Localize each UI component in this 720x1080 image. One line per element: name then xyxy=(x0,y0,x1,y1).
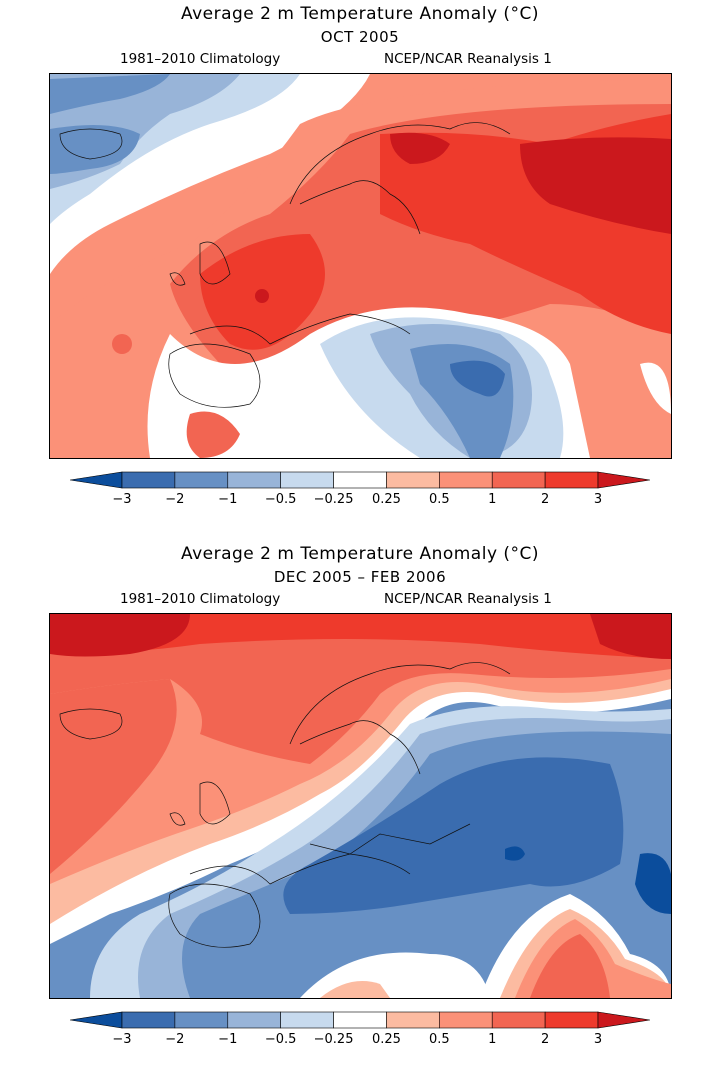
colorbar-box xyxy=(386,471,440,489)
panel-title: Average 2 m Temperature Anomaly (°C) xyxy=(180,544,540,564)
contour-warm-3 xyxy=(50,614,671,764)
panel-title: Average 2 m Temperature Anomaly (°C) xyxy=(180,4,540,24)
contour-south-cold-4 xyxy=(450,360,505,397)
dataset-note: NCEP/NCAR Reanalysis 1 xyxy=(384,51,552,67)
colorbar-box xyxy=(121,1011,176,1029)
contour-cold-4 xyxy=(283,757,624,914)
colorbar-tick-label: −2 xyxy=(165,492,185,507)
colorbar-tick-label: 0.5 xyxy=(428,1032,450,1047)
contour-warm-4 xyxy=(390,132,450,164)
anomaly-map xyxy=(49,613,672,999)
colorbar-box xyxy=(333,1011,387,1029)
colorbar-tick-label: −1 xyxy=(218,492,238,507)
map-canvas xyxy=(50,614,671,998)
colorbar-tick-label: 2 xyxy=(540,1032,550,1047)
contour-iberia-white xyxy=(180,364,250,399)
dataset-note: NCEP/NCAR Reanalysis 1 xyxy=(384,591,552,607)
contour-warm-4b xyxy=(520,137,671,234)
colorbar-tick-label: 0.25 xyxy=(371,1032,401,1047)
climatology-note: 1981–2010 Climatology xyxy=(120,51,281,67)
colorbar-svg xyxy=(69,1011,651,1029)
panel-oct-2005: Average 2 m Temperature Anomaly (°C) OCT… xyxy=(0,0,720,520)
colorbar-box xyxy=(491,1011,546,1029)
contour-warm-3b xyxy=(50,679,177,874)
contour-warm-5 xyxy=(50,614,190,657)
colorbar-tick-label: 3 xyxy=(593,1032,603,1047)
contour-cold-5b xyxy=(635,853,671,914)
coastlines xyxy=(59,662,511,948)
contour-south-warm xyxy=(320,981,390,998)
contour-east-white xyxy=(640,362,671,414)
colorbar-max-arrow xyxy=(597,1011,651,1029)
colorbar: −3 −2 −1 −0.5 −0.25 0.25 0.5 1 2 3 xyxy=(69,1010,651,1050)
colorbar-tick-label: 0.5 xyxy=(428,492,450,507)
colorbar-box xyxy=(174,471,229,489)
contour-iberia-warm xyxy=(186,411,240,458)
contour-cold-3 xyxy=(50,74,170,114)
colorbar: −3 −2 −1 −0.5 −0.25 0.25 0.5 1 2 3 xyxy=(69,470,651,510)
contour-cold-3b xyxy=(50,125,140,174)
contour-cold-5 xyxy=(505,846,525,861)
contour-warm-4c xyxy=(255,289,269,303)
colorbar-box xyxy=(333,471,387,489)
colorbar-tick-label: −0.5 xyxy=(264,1032,297,1047)
colorbar-min-arrow xyxy=(69,471,123,489)
contour-se-warm-3 xyxy=(530,934,610,998)
colorbar-box xyxy=(121,471,176,489)
coastlines xyxy=(59,122,511,408)
colorbar-max-arrow xyxy=(597,471,651,489)
panel-period: OCT 2005 xyxy=(320,28,400,46)
colorbar-tick-label: 0.25 xyxy=(371,492,401,507)
colorbar-svg xyxy=(69,471,651,489)
colorbar-box xyxy=(544,1011,599,1029)
colorbar-box xyxy=(439,471,493,489)
colorbar-tick-label: 1 xyxy=(488,1032,497,1047)
colorbar-tick-label: −1 xyxy=(218,1032,238,1047)
colorbar-tick-label: −0.25 xyxy=(313,492,354,507)
colorbar-tick-label: 2 xyxy=(540,492,550,507)
colorbar-tick-label: −3 xyxy=(112,1032,132,1047)
colorbar-tick-label: 1 xyxy=(488,492,497,507)
colorbar-box xyxy=(227,471,281,489)
colorbar-box xyxy=(174,1011,229,1029)
map-canvas xyxy=(50,74,671,458)
panel-djf-2005-2006: Average 2 m Temperature Anomaly (°C) DEC… xyxy=(0,540,720,1080)
colorbar-tick-label: −0.5 xyxy=(264,492,297,507)
panel-period: DEC 2005 – FEB 2006 xyxy=(273,568,447,586)
contour-warm-4 xyxy=(50,614,671,659)
contour-warm-5b xyxy=(590,614,671,659)
colorbar-tick-label: 3 xyxy=(593,492,603,507)
colorbar-box xyxy=(544,471,599,489)
colorbar-box xyxy=(491,471,546,489)
colorbar-tick-label: −2 xyxy=(165,1032,185,1047)
colorbar-box xyxy=(280,471,334,489)
climatology-note: 1981–2010 Climatology xyxy=(120,591,281,607)
contour-atlantic-warm xyxy=(112,334,132,354)
anomaly-map xyxy=(49,73,672,459)
colorbar-box xyxy=(439,1011,493,1029)
colorbar-min-arrow xyxy=(69,1011,123,1029)
colorbar-box xyxy=(386,1011,440,1029)
colorbar-tick-label: −0.25 xyxy=(313,1032,354,1047)
colorbar-box xyxy=(227,1011,281,1029)
colorbar-box xyxy=(280,1011,334,1029)
colorbar-tick-label: −3 xyxy=(112,492,132,507)
